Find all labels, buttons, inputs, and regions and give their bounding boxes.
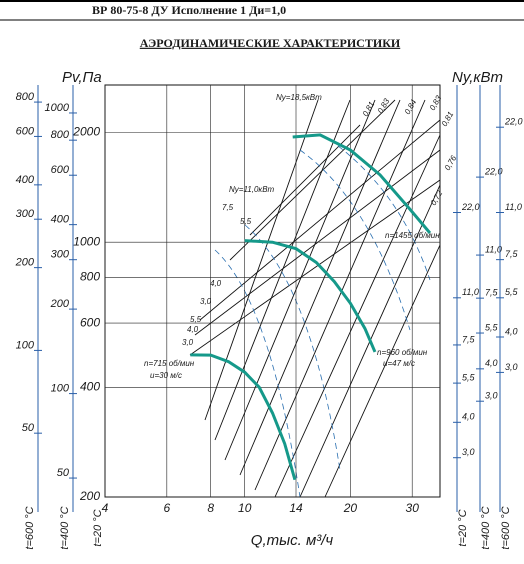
scale-tick-label: 3,0 bbox=[485, 391, 498, 401]
scale-tick-label: 5,5 bbox=[485, 322, 499, 332]
system-line bbox=[324, 244, 441, 498]
annotation: 0,76 bbox=[443, 154, 459, 172]
annotation: Ny=18,5кВт bbox=[276, 93, 322, 102]
annotation: 0,72 bbox=[429, 189, 445, 207]
y-tick-label: 200 bbox=[79, 489, 100, 503]
scale-tick-label: 4,0 bbox=[505, 326, 518, 336]
y2-axis-label: Ny,кВт bbox=[452, 69, 503, 86]
x-tick-label: 20 bbox=[343, 501, 358, 515]
annotation: 0,83 bbox=[428, 94, 444, 112]
y-axis-label: Pv,Па bbox=[62, 69, 102, 86]
annotation: Ny=11,0кВт bbox=[229, 185, 275, 194]
scale-tick-label: 4,0 bbox=[462, 412, 475, 422]
scale-tick-label: 22,0 bbox=[504, 117, 523, 127]
scale-tick-label: 400 bbox=[51, 214, 70, 226]
scale-tick-label: 800 bbox=[51, 129, 70, 141]
y-tick-label: 600 bbox=[80, 315, 100, 329]
x-tick-label: 6 bbox=[163, 501, 170, 515]
x-tick-label: 8 bbox=[207, 501, 214, 515]
y-tick-label: 400 bbox=[80, 379, 100, 393]
plot-frame bbox=[104, 84, 441, 498]
scale-tick-label: 600 bbox=[16, 125, 35, 137]
annotation: n=960 об/мин bbox=[377, 348, 428, 357]
scale-tick-label: 300 bbox=[16, 208, 35, 220]
system-line bbox=[249, 124, 361, 236]
velocity-line bbox=[214, 249, 301, 498]
y-tick-label: 1000 bbox=[73, 234, 100, 248]
x-axis-label: Q,тыс. м³/ч bbox=[251, 532, 334, 549]
scale-tick-label: 800 bbox=[16, 91, 35, 103]
temperature-label: t=20 °C bbox=[457, 509, 469, 546]
scale-tick-label: 5,5 bbox=[505, 287, 519, 297]
scale-tick-label: 50 bbox=[22, 422, 35, 434]
system-line bbox=[229, 99, 396, 261]
system-line bbox=[239, 99, 401, 476]
system-line bbox=[224, 99, 376, 461]
scale-tick-label: 600 bbox=[51, 164, 70, 176]
system-lines bbox=[189, 99, 441, 498]
y-tick-label: 2000 bbox=[72, 125, 100, 139]
scale-tick-label: 4,0 bbox=[485, 358, 498, 368]
annotation: 0,84 bbox=[403, 98, 419, 116]
system-line bbox=[214, 99, 351, 441]
speed-curve bbox=[190, 353, 297, 481]
speed-curve bbox=[244, 239, 377, 353]
annotation: u=47 м/с bbox=[383, 359, 415, 368]
temperature-label: t=600 °C bbox=[500, 506, 512, 549]
annotation: n=715 об/мин bbox=[144, 359, 195, 368]
temperature-label: t=600 °C bbox=[24, 506, 36, 549]
system-line bbox=[204, 99, 319, 421]
annotation: 5,5 bbox=[240, 217, 252, 226]
scale-tick-label: 5,5 bbox=[462, 372, 476, 382]
system-line bbox=[189, 179, 441, 356]
annotation: 7,5 bbox=[222, 203, 234, 212]
scale-tick-label: 7,5 bbox=[462, 334, 476, 344]
scale-tick-label: 100 bbox=[16, 339, 35, 351]
scale-tick-label: 400 bbox=[16, 174, 35, 186]
annotation: u=30 м/с bbox=[150, 371, 182, 380]
scale-tick-label: 3,0 bbox=[462, 447, 475, 457]
x-tick-label: 4 bbox=[102, 501, 109, 515]
scale-tick-label: 7,5 bbox=[485, 288, 499, 298]
scale-tick-label: 300 bbox=[51, 249, 70, 261]
temperature-label: t=20 °C bbox=[92, 509, 104, 546]
scale-tick-label: 22,0 bbox=[461, 202, 480, 212]
chart-title: АЭРОДИНАМИЧЕСКИЕ ХАРАКТЕРИСТИКИ bbox=[140, 36, 401, 50]
annotation: 3,0 bbox=[182, 338, 194, 347]
x-tick-label: 14 bbox=[289, 501, 303, 515]
annotation: n=1455 об/мин bbox=[385, 231, 440, 240]
scale-tick-label: 11,0 bbox=[462, 287, 479, 297]
annotation: 3,0 bbox=[200, 297, 212, 306]
x-tick-label: 30 bbox=[406, 501, 420, 515]
scale-tick-label: 1000 bbox=[45, 102, 70, 114]
annotation: 4,0 bbox=[210, 279, 222, 288]
annotation: 5,5 bbox=[190, 315, 202, 324]
temperature-label: t=400 °C bbox=[59, 506, 71, 549]
scale-tick-label: 11,0 bbox=[505, 202, 522, 212]
y-tick-label: 800 bbox=[80, 270, 100, 284]
annotation: 4,0 bbox=[187, 325, 199, 334]
scale-tick-label: 200 bbox=[15, 257, 35, 269]
system-line bbox=[254, 99, 426, 491]
velocity-line bbox=[329, 139, 431, 281]
temperature-label: t=400 °C bbox=[480, 506, 492, 549]
scale-tick-label: 3,0 bbox=[505, 362, 518, 372]
header: ВР 80-75-8 ДУ Исполнение 1 Ди=1,0 bbox=[92, 3, 286, 17]
system-line bbox=[199, 119, 441, 321]
scale-tick-label: 200 bbox=[50, 298, 70, 310]
velocity-line bbox=[299, 149, 411, 331]
scale-tick-label: 22,0 bbox=[484, 166, 503, 176]
scale-tick-label: 100 bbox=[51, 382, 70, 394]
x-tick-label: 10 bbox=[238, 501, 252, 515]
speed-curve bbox=[292, 133, 432, 234]
annotation: 0,81 bbox=[440, 110, 456, 128]
scale-tick-label: 7,5 bbox=[505, 249, 519, 259]
scale-tick-label: 50 bbox=[57, 467, 70, 479]
scale-tick-label: 11,0 bbox=[485, 244, 502, 254]
